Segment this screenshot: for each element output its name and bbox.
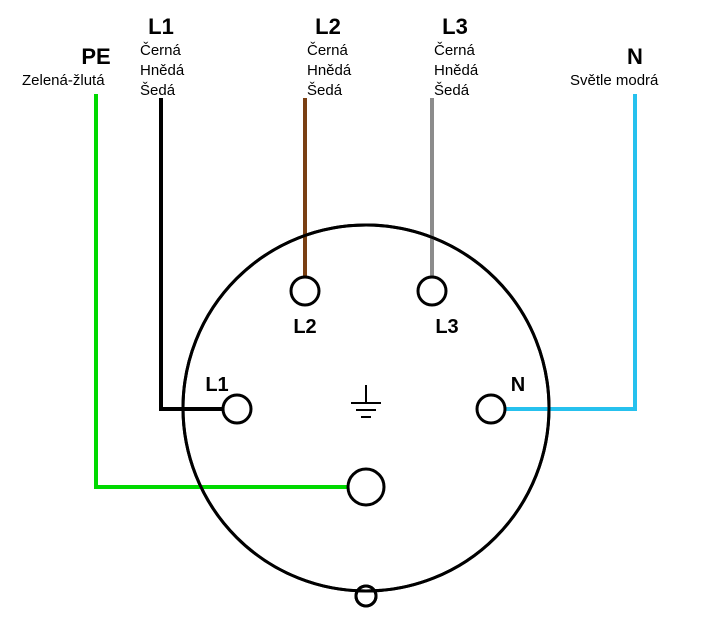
header-pe-sub: Zelená-žlutá <box>22 72 105 89</box>
header-l1: L1 <box>148 14 174 39</box>
pin-label-l3: L3 <box>435 316 458 338</box>
header-l2: L2 <box>315 14 341 39</box>
connector-notch <box>356 586 376 606</box>
header-l2-sub1: Černá <box>307 42 349 59</box>
header-l3: L3 <box>442 14 468 39</box>
header-l2-sub2: Hnědá <box>307 62 352 79</box>
wire-l1 <box>161 98 223 409</box>
header-l3-sub2: Hnědá <box>434 62 479 79</box>
header-l1-sub1: Černá <box>140 42 182 59</box>
pin-l2 <box>291 277 319 305</box>
header-pe: PE <box>81 44 110 69</box>
header-l1-sub2: Hnědá <box>140 62 185 79</box>
ground-symbol <box>351 385 381 417</box>
header-l3-sub3: Šedá <box>434 82 470 99</box>
pin-pe <box>348 469 384 505</box>
pin-n <box>477 395 505 423</box>
pin-label-l2: L2 <box>293 316 316 338</box>
pin-label-n: N <box>511 374 525 396</box>
header-l3-sub1: Černá <box>434 42 476 59</box>
pin-label-l1: L1 <box>205 374 228 396</box>
pin-l3 <box>418 277 446 305</box>
header-n-sub: Světle modrá <box>570 72 659 89</box>
wiring-diagram: PE Zelená-žlutá L1 Černá Hnědá Šedá L2 Č… <box>0 0 702 629</box>
header-n: N <box>627 44 643 69</box>
header-l2-sub3: Šedá <box>307 82 343 99</box>
header-l1-sub3: Šedá <box>140 82 176 99</box>
wire-n <box>505 94 635 409</box>
pin-l1 <box>223 395 251 423</box>
